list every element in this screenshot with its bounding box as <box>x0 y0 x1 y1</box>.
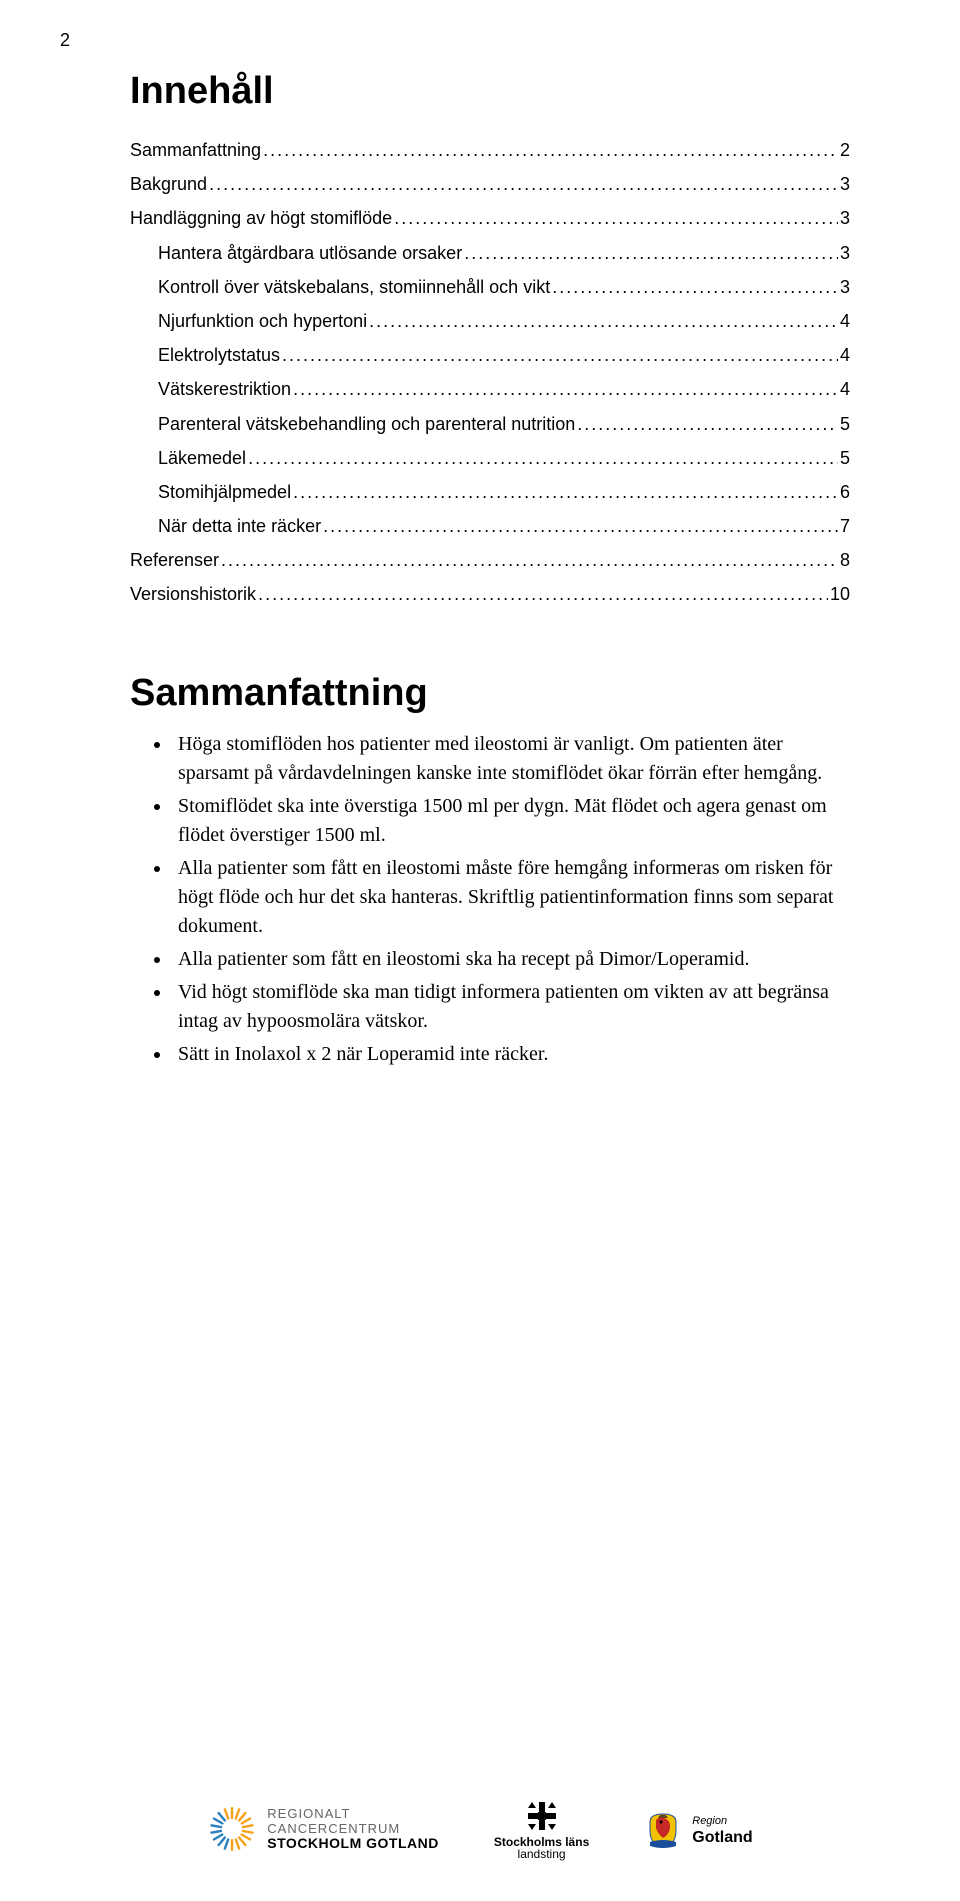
rcc-text: REGIONALT CANCERCENTRUM STOCKHOLM GOTLAN… <box>267 1807 439 1851</box>
toc-item-page: 4 <box>840 304 850 338</box>
rcc-icon <box>207 1804 257 1854</box>
summary-bullet: Alla patienter som fått en ileostomi ska… <box>172 945 850 974</box>
toc-item-page: 5 <box>840 407 850 441</box>
summary-bullet: Alla patienter som fått en ileostomi mås… <box>172 854 850 941</box>
toc-item-page: 4 <box>840 338 850 372</box>
sll-line2: landsting <box>494 1848 589 1861</box>
toc-row: Kontroll över vätskebalans, stomiinnehål… <box>130 270 850 304</box>
toc-row: Vätskerestriktion 4 <box>130 372 850 406</box>
toc-heading: Innehåll <box>130 70 850 113</box>
toc-leader-dots <box>323 509 838 543</box>
summary-bullet: Stomiflödet ska inte överstiga 1500 ml p… <box>172 792 850 850</box>
rcc-line2: CANCERCENTRUM <box>267 1822 439 1836</box>
logo-sll: Stockholms läns landsting <box>494 1798 589 1861</box>
summary-bullet: Sätt in Inolaxol x 2 när Loperamid inte … <box>172 1040 850 1069</box>
toc-item-label: Parenteral vätskebehandling och parenter… <box>158 407 575 441</box>
toc-row: Referenser 8 <box>130 543 850 577</box>
toc-item-label: Njurfunktion och hypertoni <box>158 304 367 338</box>
gotland-name: Gotland <box>692 1829 752 1846</box>
rcc-line1: REGIONALT <box>267 1807 439 1821</box>
toc-row: Parenteral vätskebehandling och parenter… <box>130 407 850 441</box>
summary-bullet: Vid högt stomiflöde ska man tidigt infor… <box>172 978 850 1036</box>
toc-leader-dots <box>263 133 838 167</box>
page-number: 2 <box>60 30 70 51</box>
toc-item-label: Handläggning av högt stomiflöde <box>130 201 392 235</box>
toc-item-page: 7 <box>840 509 850 543</box>
toc-item-label: Läkemedel <box>158 441 246 475</box>
footer-logos: REGIONALT CANCERCENTRUM STOCKHOLM GOTLAN… <box>0 1798 960 1861</box>
toc-leader-dots <box>209 167 838 201</box>
toc-item-label: Kontroll över vätskebalans, stomiinnehål… <box>158 270 550 304</box>
toc-item-page: 3 <box>840 201 850 235</box>
toc-item-label: Vätskerestriktion <box>158 372 291 406</box>
toc-item-label: Stomihjälpmedel <box>158 475 291 509</box>
toc-item-page: 2 <box>840 133 850 167</box>
toc-leader-dots <box>464 236 838 270</box>
toc-row: När detta inte räcker 7 <box>130 509 850 543</box>
toc-item-page: 10 <box>830 577 850 611</box>
toc-item-label: Versionshistorik <box>130 577 256 611</box>
toc-leader-dots <box>248 441 838 475</box>
toc-leader-dots <box>258 577 828 611</box>
toc-row: Bakgrund 3 <box>130 167 850 201</box>
toc-item-label: När detta inte räcker <box>158 509 321 543</box>
toc-item-page: 3 <box>840 167 850 201</box>
toc-row: Elektrolytstatus 4 <box>130 338 850 372</box>
toc-row: Stomihjälpmedel 6 <box>130 475 850 509</box>
toc-item-label: Sammanfattning <box>130 133 261 167</box>
toc-leader-dots <box>369 304 838 338</box>
toc-item-label: Hantera åtgärdbara utlösande orsaker <box>158 236 462 270</box>
gotland-icon <box>644 1808 682 1850</box>
toc-item-page: 4 <box>840 372 850 406</box>
toc-item-label: Elektrolytstatus <box>158 338 280 372</box>
gotland-prefix: Region <box>692 1815 727 1827</box>
logo-rcc: REGIONALT CANCERCENTRUM STOCKHOLM GOTLAN… <box>207 1804 439 1854</box>
logo-gotland: Region Gotland <box>644 1808 752 1850</box>
toc-row: Läkemedel 5 <box>130 441 850 475</box>
toc-item-page: 6 <box>840 475 850 509</box>
toc-row: Handläggning av högt stomiflöde 3 <box>130 201 850 235</box>
toc-leader-dots <box>394 201 838 235</box>
summary-heading: Sammanfattning <box>130 672 850 715</box>
toc-leader-dots <box>293 475 838 509</box>
document-page: 2 Innehåll Sammanfattning2Bakgrund3Handl… <box>0 0 960 1901</box>
toc-row: Njurfunktion och hypertoni 4 <box>130 304 850 338</box>
toc-item-label: Bakgrund <box>130 167 207 201</box>
toc-leader-dots <box>577 407 838 441</box>
toc-item-page: 8 <box>840 543 850 577</box>
toc-item-page: 3 <box>840 236 850 270</box>
table-of-contents: Sammanfattning2Bakgrund3Handläggning av … <box>130 133 850 612</box>
sll-icon <box>524 1798 560 1834</box>
summary-bullet: Höga stomiflöden hos patienter med ileos… <box>172 730 850 788</box>
toc-item-page: 3 <box>840 270 850 304</box>
rcc-line3: STOCKHOLM GOTLAND <box>267 1836 439 1851</box>
toc-leader-dots <box>293 372 838 406</box>
sll-text: Stockholms läns landsting <box>494 1836 589 1861</box>
gotland-text: Region Gotland <box>692 1811 752 1847</box>
toc-row: Hantera åtgärdbara utlösande orsaker 3 <box>130 236 850 270</box>
toc-item-page: 5 <box>840 441 850 475</box>
toc-leader-dots <box>282 338 838 372</box>
toc-row: Versionshistorik 10 <box>130 577 850 611</box>
toc-leader-dots <box>552 270 838 304</box>
toc-item-label: Referenser <box>130 543 219 577</box>
summary-bullet-list: Höga stomiflöden hos patienter med ileos… <box>130 730 850 1069</box>
toc-row: Sammanfattning 2 <box>130 133 850 167</box>
toc-leader-dots <box>221 543 838 577</box>
